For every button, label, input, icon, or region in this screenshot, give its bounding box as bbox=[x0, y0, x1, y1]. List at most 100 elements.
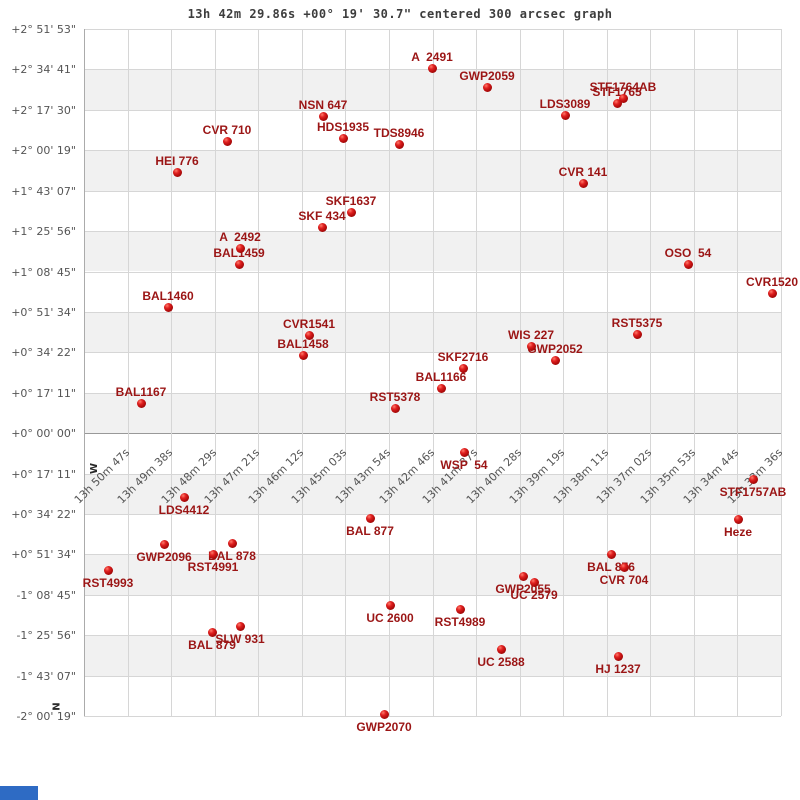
v-gridline bbox=[214, 29, 216, 716]
star-label: HEI 776 bbox=[155, 154, 199, 168]
star-label: WIS 227 bbox=[507, 328, 555, 342]
star-label: A 2491 bbox=[411, 50, 453, 64]
v-gridline bbox=[345, 29, 347, 716]
y-axis-tick-label: +0° 51' 34" bbox=[11, 305, 76, 319]
star-point[interactable] bbox=[235, 243, 245, 253]
star-point[interactable] bbox=[458, 363, 468, 373]
v-gridline bbox=[650, 29, 652, 716]
star-label: GWP2052 bbox=[527, 342, 583, 356]
star-point[interactable] bbox=[159, 539, 169, 549]
star-label: RST4993 bbox=[82, 576, 134, 590]
star-point[interactable] bbox=[529, 577, 539, 587]
star-point[interactable] bbox=[172, 167, 182, 177]
blue-corner-fragment bbox=[0, 786, 38, 800]
star-point[interactable] bbox=[550, 355, 560, 365]
y-axis-tick-label: +0° 34' 22" bbox=[11, 346, 76, 360]
star-point[interactable] bbox=[427, 63, 437, 73]
star-label: RST4989 bbox=[434, 615, 486, 629]
v-gridline bbox=[301, 29, 303, 716]
star-point[interactable] bbox=[455, 604, 465, 614]
star-label: BAL1166 bbox=[415, 370, 467, 384]
y-axis-tick-label: +2° 34' 41" bbox=[11, 63, 76, 77]
y-axis-tick-label: -1° 25' 56" bbox=[16, 629, 76, 643]
star-label: CVR 704 bbox=[599, 573, 649, 587]
star-point[interactable] bbox=[208, 549, 218, 559]
star-label: GWP2070 bbox=[356, 720, 412, 734]
star-point[interactable] bbox=[618, 93, 628, 103]
star-point[interactable] bbox=[179, 492, 189, 502]
star-point[interactable] bbox=[235, 621, 245, 631]
y-axis-tick-label: +1° 08' 45" bbox=[11, 265, 76, 279]
star-label: CVR 710 bbox=[202, 123, 252, 137]
star-point[interactable] bbox=[560, 110, 570, 120]
star-label: BAL 877 bbox=[346, 524, 394, 538]
star-label: RST4991 bbox=[187, 560, 239, 574]
star-point[interactable] bbox=[163, 302, 173, 312]
star-point[interactable] bbox=[733, 514, 743, 524]
star-label: SKF2716 bbox=[437, 350, 489, 364]
star-label: BAL1167 bbox=[115, 385, 167, 399]
compass-north-label: N bbox=[49, 702, 61, 711]
star-point[interactable] bbox=[459, 447, 469, 457]
v-gridline bbox=[432, 29, 434, 716]
star-label: LDS4412 bbox=[158, 503, 210, 517]
star-point[interactable] bbox=[482, 82, 492, 92]
star-label: SKF 434 bbox=[298, 209, 346, 223]
star-point[interactable] bbox=[496, 644, 506, 654]
star-point[interactable] bbox=[619, 562, 629, 572]
star-point[interactable] bbox=[390, 403, 400, 413]
star-label: OSO 54 bbox=[664, 246, 712, 260]
y-axis-tick-label: +0° 34' 22" bbox=[11, 507, 76, 521]
y-axis-tick-label: +2° 17' 30" bbox=[11, 103, 76, 117]
star-point[interactable] bbox=[767, 288, 777, 298]
star-point[interactable] bbox=[222, 136, 232, 146]
star-point[interactable] bbox=[338, 133, 348, 143]
star-point[interactable] bbox=[317, 222, 327, 232]
star-label: WSP 54 bbox=[440, 458, 488, 472]
star-label: STF1757AB bbox=[719, 485, 787, 499]
star-point[interactable] bbox=[606, 549, 616, 559]
star-label: RST5378 bbox=[369, 390, 421, 404]
star-point[interactable] bbox=[136, 398, 146, 408]
star-point[interactable] bbox=[227, 538, 237, 548]
star-point[interactable] bbox=[683, 259, 693, 269]
star-point[interactable] bbox=[304, 330, 314, 340]
star-label: GWP2096 bbox=[136, 550, 192, 564]
star-label: SLW 931 bbox=[215, 632, 265, 646]
v-gridline bbox=[84, 29, 85, 716]
star-point[interactable] bbox=[394, 139, 404, 149]
v-gridline bbox=[388, 29, 390, 716]
star-label: BAL1460 bbox=[142, 289, 194, 303]
star-point[interactable] bbox=[234, 259, 244, 269]
star-point[interactable] bbox=[207, 627, 217, 637]
star-label: A 2492 bbox=[219, 230, 261, 244]
star-point[interactable] bbox=[298, 350, 308, 360]
star-point[interactable] bbox=[518, 571, 528, 581]
y-axis-tick-label: +1° 25' 56" bbox=[11, 225, 76, 239]
star-point[interactable] bbox=[385, 600, 395, 610]
star-point[interactable] bbox=[612, 98, 622, 108]
star-point[interactable] bbox=[748, 474, 758, 484]
star-point[interactable] bbox=[632, 329, 642, 339]
star-point[interactable] bbox=[346, 207, 356, 217]
v-gridline bbox=[476, 29, 477, 716]
star-point[interactable] bbox=[318, 111, 328, 121]
star-point[interactable] bbox=[103, 565, 113, 575]
compass-west-label: W bbox=[89, 462, 101, 475]
star-point[interactable] bbox=[365, 513, 375, 523]
star-label: STF1764AB bbox=[589, 80, 657, 94]
star-label: GWP2059 bbox=[459, 69, 515, 83]
star-point[interactable] bbox=[526, 341, 536, 351]
v-gridline bbox=[780, 29, 782, 716]
star-label: CVR1520 bbox=[745, 275, 799, 289]
star-point[interactable] bbox=[613, 651, 623, 661]
star-point[interactable] bbox=[379, 709, 389, 719]
y-axis-tick-label: +2° 51' 53" bbox=[11, 23, 76, 36]
y-axis-tick-label: -1° 43' 07" bbox=[16, 669, 76, 683]
y-axis-tick-label: +1° 43' 07" bbox=[11, 184, 76, 198]
star-point[interactable] bbox=[578, 178, 588, 188]
y-axis-tick-label: +0° 51' 34" bbox=[11, 548, 76, 562]
star-label: BAL 879 bbox=[188, 638, 236, 652]
v-gridline bbox=[737, 29, 739, 716]
star-point[interactable] bbox=[436, 383, 446, 393]
